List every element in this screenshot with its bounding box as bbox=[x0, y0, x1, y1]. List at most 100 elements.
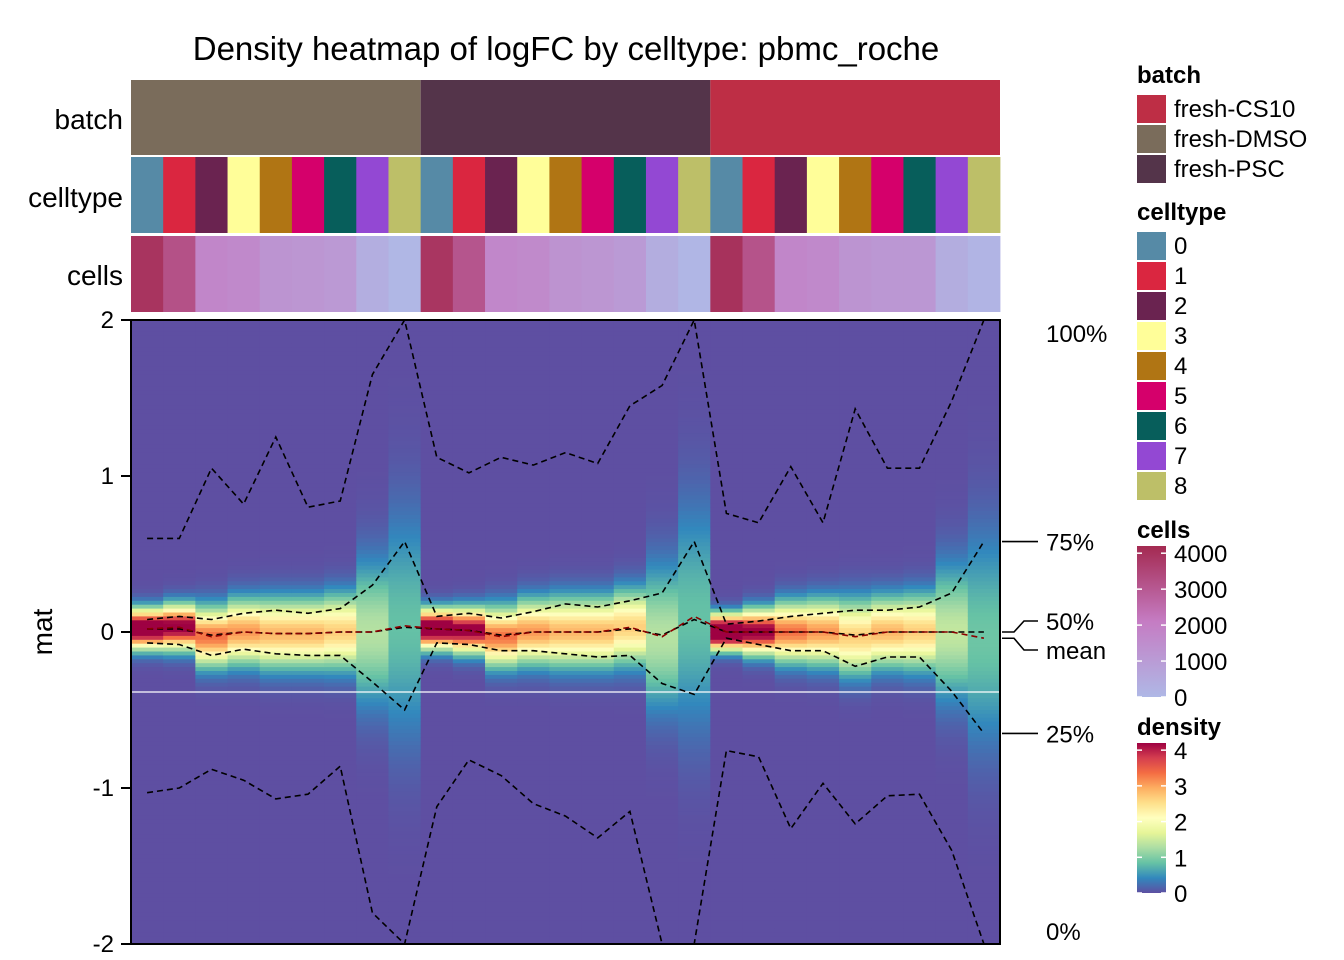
density-cell bbox=[935, 624, 969, 629]
celltype-annotation-cell bbox=[967, 157, 1001, 233]
density-cell bbox=[613, 538, 647, 543]
density-cell bbox=[581, 819, 615, 824]
density-cell bbox=[452, 534, 486, 539]
density-cell bbox=[903, 869, 937, 875]
density-cell bbox=[549, 413, 583, 418]
density-cell bbox=[774, 916, 808, 922]
density-cell bbox=[710, 483, 744, 489]
density-cell bbox=[356, 854, 389, 859]
density-cell bbox=[774, 815, 808, 820]
cells-annotation-cell bbox=[742, 236, 776, 312]
density-cell bbox=[645, 756, 679, 762]
density-cell bbox=[967, 924, 1000, 929]
density-cell bbox=[452, 667, 486, 672]
density-cell bbox=[259, 920, 293, 925]
density-cell bbox=[549, 362, 583, 368]
density-cell bbox=[324, 398, 357, 403]
density-cell bbox=[935, 928, 969, 933]
density-cell bbox=[903, 737, 937, 742]
density-cell bbox=[645, 499, 679, 504]
density-cell bbox=[356, 320, 389, 325]
density-cell bbox=[291, 515, 325, 520]
density-cell bbox=[227, 791, 261, 797]
density-cell bbox=[678, 596, 711, 602]
density-cell bbox=[871, 359, 904, 364]
density-cell bbox=[613, 581, 647, 586]
density-cell bbox=[678, 690, 711, 695]
density-cell bbox=[259, 327, 293, 333]
density-cell bbox=[742, 557, 776, 563]
density-cell bbox=[903, 628, 937, 633]
density-cell bbox=[806, 830, 840, 836]
density-cell bbox=[388, 866, 422, 871]
density-cell bbox=[613, 362, 647, 368]
density-cell bbox=[131, 807, 164, 812]
density-cell bbox=[935, 593, 969, 598]
density-cell bbox=[388, 405, 422, 411]
density-cell bbox=[163, 635, 196, 641]
density-cell bbox=[678, 440, 711, 446]
density-cell bbox=[517, 725, 550, 730]
density-cell bbox=[388, 651, 422, 656]
density-cell bbox=[517, 678, 550, 684]
density-cell bbox=[710, 694, 744, 699]
density-cell bbox=[613, 526, 647, 532]
density-cell bbox=[806, 538, 840, 543]
density-cell bbox=[710, 729, 744, 734]
density-cell bbox=[742, 433, 776, 438]
density-cell bbox=[485, 394, 518, 399]
density-cell bbox=[839, 702, 872, 707]
density-cell bbox=[324, 343, 357, 348]
density-cell bbox=[710, 854, 744, 859]
density-cell bbox=[903, 495, 937, 500]
density-cell bbox=[839, 437, 872, 442]
density-cell bbox=[613, 639, 647, 645]
density-cell bbox=[871, 401, 904, 407]
density-cell bbox=[613, 846, 647, 851]
density-cell bbox=[581, 682, 615, 688]
density-cell bbox=[613, 889, 647, 894]
density-cell bbox=[485, 920, 518, 925]
density-cell bbox=[388, 468, 422, 473]
density-cell bbox=[356, 780, 389, 785]
density-cell bbox=[549, 854, 583, 859]
density-cell bbox=[291, 780, 325, 785]
density-cell bbox=[420, 710, 454, 715]
density-cell bbox=[163, 378, 196, 383]
density-cell bbox=[195, 612, 229, 617]
density-cell bbox=[291, 487, 325, 493]
density-cell bbox=[485, 550, 518, 555]
density-cell bbox=[517, 713, 550, 719]
density-cell bbox=[710, 390, 744, 395]
density-cell bbox=[678, 398, 711, 403]
density-cell bbox=[967, 780, 1000, 785]
density-cell bbox=[291, 339, 325, 344]
density-cell bbox=[227, 561, 261, 567]
density-cell bbox=[324, 803, 357, 808]
density-cell bbox=[967, 760, 1000, 766]
density-cell bbox=[613, 807, 647, 812]
density-cell bbox=[517, 394, 550, 399]
density-cell bbox=[581, 331, 615, 337]
density-cell bbox=[613, 671, 647, 676]
density-cell bbox=[485, 873, 518, 879]
density-cell bbox=[195, 764, 229, 769]
density-cell bbox=[678, 920, 711, 925]
density-cell bbox=[806, 764, 840, 769]
density-cell bbox=[774, 522, 808, 528]
density-cell bbox=[967, 807, 1000, 812]
density-cell bbox=[935, 764, 969, 769]
density-cell bbox=[291, 764, 325, 769]
density-cell bbox=[581, 678, 615, 684]
density-cell bbox=[839, 347, 872, 352]
density-cell bbox=[195, 448, 229, 454]
density-cell bbox=[871, 756, 904, 762]
density-cell bbox=[903, 499, 937, 504]
density-cell bbox=[806, 776, 840, 781]
density-cell bbox=[742, 737, 776, 742]
density-cell bbox=[774, 807, 808, 812]
density-cell bbox=[388, 815, 422, 820]
density-cell bbox=[710, 526, 744, 532]
density-cell bbox=[549, 437, 583, 442]
